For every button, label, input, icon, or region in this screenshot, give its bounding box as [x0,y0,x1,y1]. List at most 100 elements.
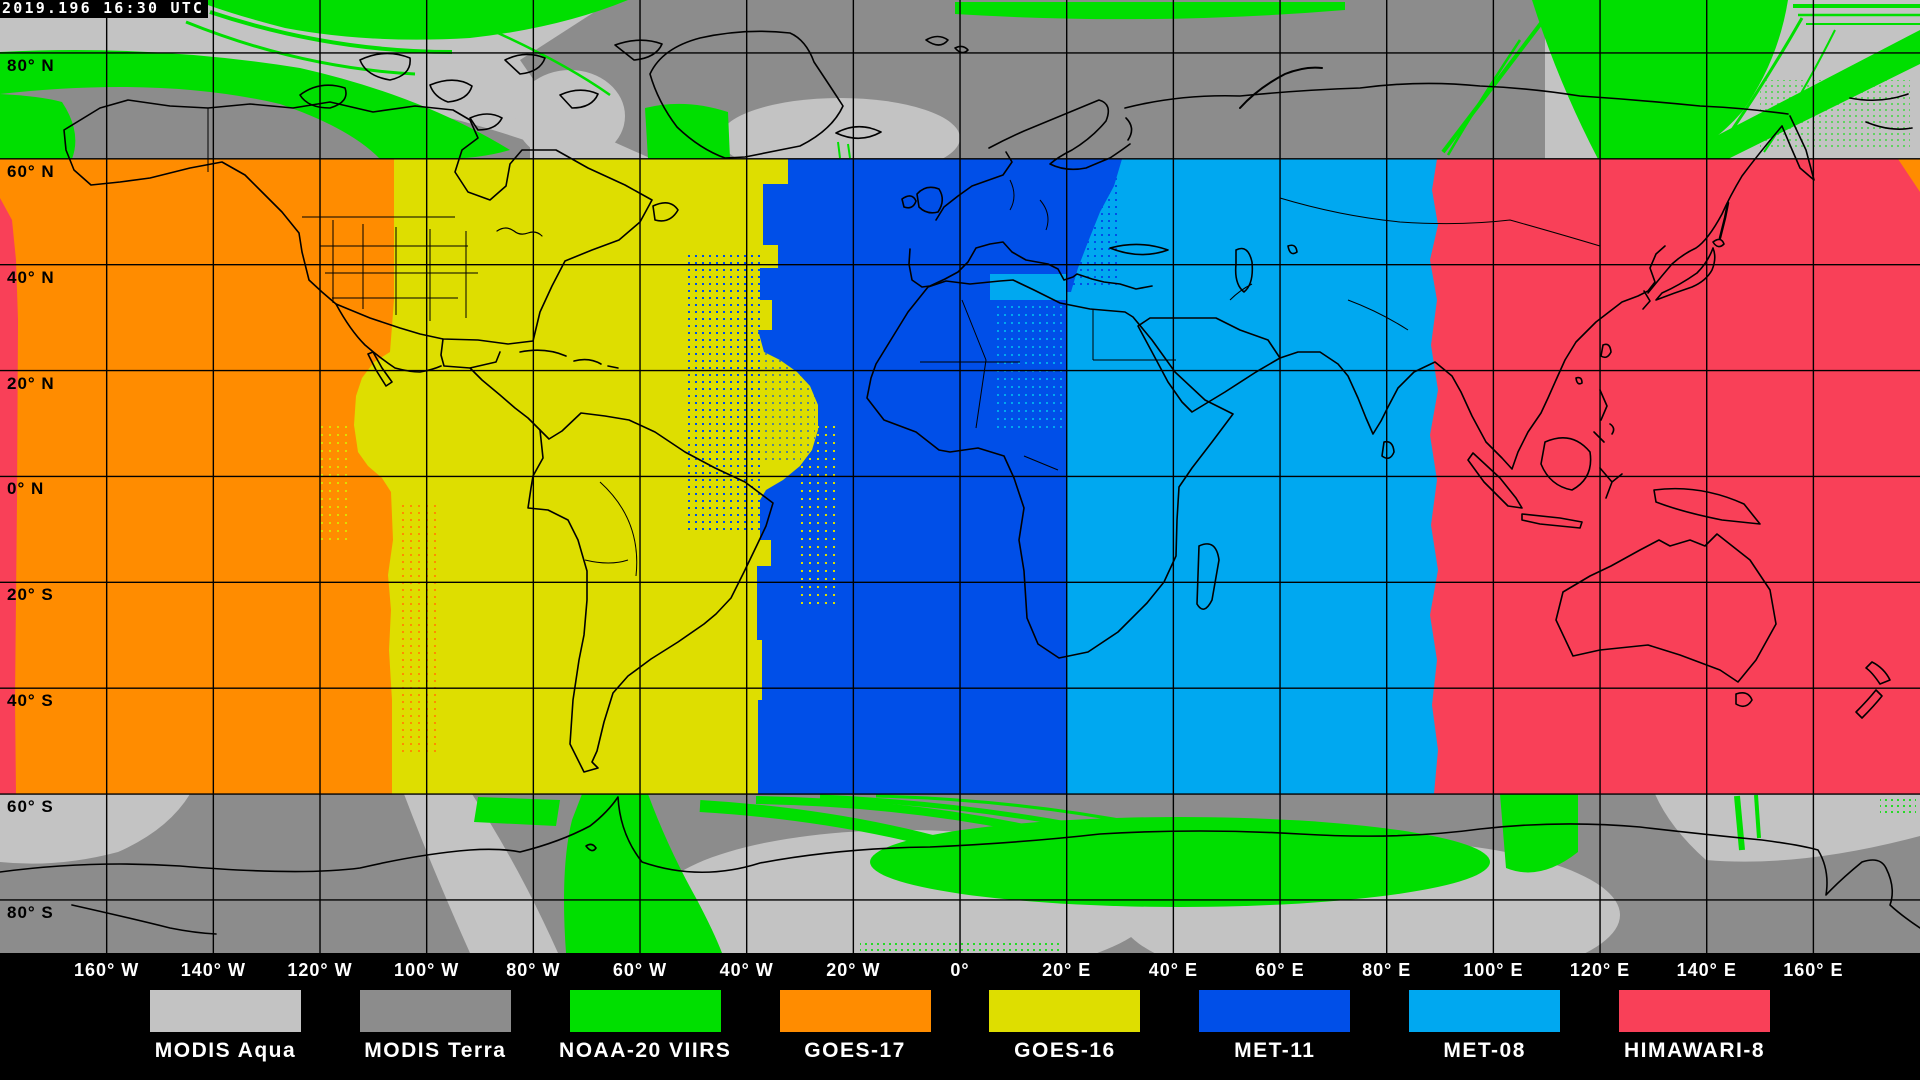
coast-indonesia [1467,436,1623,529]
legend-swatch-modis_aqua [150,990,301,1032]
legend-item-met08: MET-08 [1409,990,1561,1063]
coast-antarctica [0,796,1920,929]
legend-label: GOES-16 [1014,1039,1116,1062]
coast-caribbean [519,349,619,369]
coast-caspian [1234,247,1254,293]
coast-iceland [835,125,882,140]
lat-label: 80° S [7,902,54,922]
coast-tasmania [1735,692,1753,708]
country-borders [207,108,1601,577]
legend-label: GOES-17 [804,1039,906,1062]
coast-chukotka [1849,93,1913,130]
legend-swatch-met08 [1409,990,1561,1032]
legend-swatch-goes17 [779,990,931,1032]
legend-swatch-modis_terra [359,990,511,1032]
legend-label: MET-08 [1443,1039,1526,1062]
lon-label: 120° W [287,960,353,980]
coast-sri-lanka [1381,440,1395,460]
legend-label: HIMAWARI-8 [1624,1039,1766,1062]
coast-newfoundland [652,202,679,222]
lon-label: 100° E [1463,960,1524,980]
world-coverage-map: 80° N 60° N 40° N 20° N 0° N 20° S 40° S 60° S 8… [0,0,1920,953]
lat-label: 60° N [7,161,55,181]
coast-new-zealand [1855,661,1891,719]
lon-label: 140° W [180,960,246,980]
coast-svalbard [925,35,969,54]
band-goes17-east-wrap [1898,159,1920,192]
lon-label: 160° W [74,960,140,980]
band-himawari8-west-wrap [0,198,18,794]
coast-west-europe [935,99,1131,221]
coast-new-guinea [1653,487,1761,525]
coast-madagascar [1196,543,1220,610]
lon-label: 140° E [1676,960,1737,980]
legend-item-met11: MET-11 [1199,990,1351,1063]
lon-label: 80° E [1362,960,1412,980]
map-canvas [0,0,1920,953]
lon-label: 20° W [826,960,881,980]
lat-label: 40° N [7,267,55,287]
legend-label: MET-11 [1234,1039,1316,1062]
timestamp: 2019.196 16:30 UTC [0,0,209,18]
lon-label: 60° W [612,960,668,980]
coast-uk-ireland [901,186,944,214]
coast-novaya-zemlya [1239,66,1323,109]
legend-swatch-noaa20_viirs [569,990,721,1032]
lon-label: 80° W [506,960,561,980]
legend-item-modis_aqua: MODIS Aqua [150,990,301,1063]
lon-label: 40° W [719,960,774,980]
legend-swatch-himawari8 [1619,990,1771,1032]
lon-label: 20° E [1042,960,1092,980]
legend-item-himawari8: HIMAWARI-8 [1619,990,1771,1063]
coast-australia [1555,533,1777,683]
coast-japan [1655,238,1725,301]
grid-lines [0,52,1920,901]
lat-label: 40° S [7,691,54,711]
coast-great-lakes [496,227,543,237]
legend-item-noaa20_viirs: NOAA-20 VIIRS [559,990,730,1063]
coastlines [0,30,1920,935]
legend-swatch-met11 [1199,990,1351,1032]
coast-south-america [527,412,774,773]
legend-item-goes16: GOES-16 [989,990,1141,1063]
coast-white-sea [1125,117,1133,141]
coast-korea [1642,290,1651,310]
lat-label: 80° N [7,55,55,75]
coast-africa [866,279,1234,659]
lat-label: 20° N [7,373,55,393]
legend-item-goes17: GOES-17 [779,990,931,1063]
lon-label: 60° E [1255,960,1305,980]
coast-arctic-islands [299,39,663,131]
longitude-axis: 160° W 140° W 120° W 100° W 80° W 60° W 40° W 2… [0,953,1920,987]
coast-siberia [1124,82,1789,115]
lon-label: 160° E [1783,960,1844,980]
lon-label: 40° E [1148,960,1198,980]
legend: MODIS Aqua MODIS Terra NOAA-20 VIIRS GOES-1… [0,990,1920,1080]
coast-philippines [1593,389,1615,443]
coast-north-america [63,99,653,345]
coast-mediterranean [908,241,1153,290]
coast-taiwan-hainan [1575,343,1612,385]
legend-label: MODIS Aqua [154,1039,297,1062]
lon-label: 120° E [1569,960,1631,980]
lon-label: 0° [950,960,970,980]
coast-south-asia [1279,245,1666,470]
coast-aral [1287,244,1298,255]
legend-swatch-goes16 [989,990,1141,1032]
coast-sakhalin [1718,201,1730,240]
coast-arabia [1137,317,1281,413]
lon-label: 100° W [394,960,460,980]
legend-item-modis_terra: MODIS Terra [359,990,511,1063]
coast-peninsula-island [585,843,597,852]
coast-baja [367,351,393,387]
lat-label: 0° N [7,479,45,499]
coast-antarctica-inner [71,904,217,935]
coast-central-america [335,303,541,431]
coast-black-sea [1109,243,1169,256]
lat-label: 20° S [7,585,54,605]
coast-ne-asia [1647,115,1815,294]
legend-label: MODIS Terra [364,1039,507,1062]
coast-greenland [649,30,844,159]
lat-label: 60° S [7,797,54,817]
